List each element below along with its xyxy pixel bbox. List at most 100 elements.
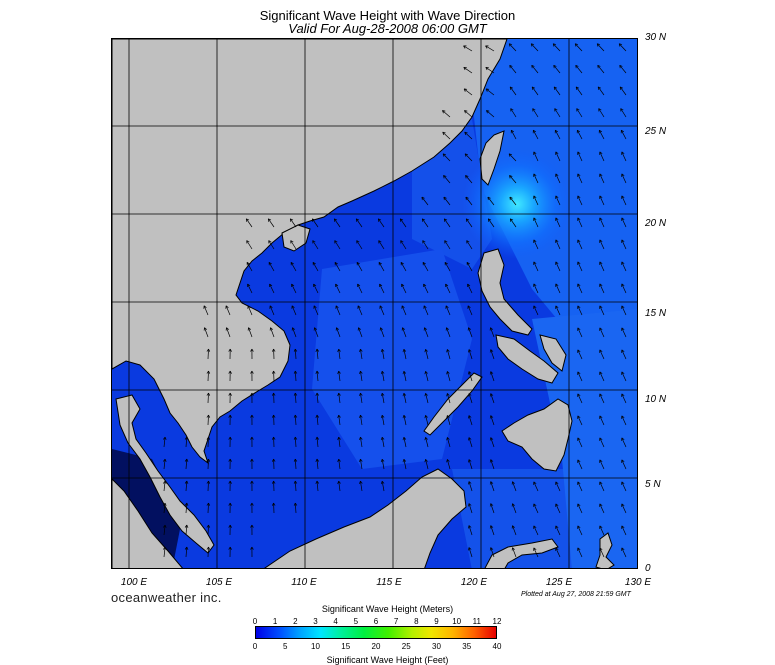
wave-arrow-head — [442, 110, 444, 114]
wave-arrow — [487, 196, 495, 206]
wave-arrow-head — [489, 415, 492, 419]
wave-arrow-head — [337, 414, 340, 419]
wave-arrow-head — [271, 458, 274, 462]
wave-arrow — [466, 262, 473, 272]
wave-arrow — [380, 327, 385, 338]
wave-arrow-head — [250, 502, 253, 506]
wave-arrow — [555, 195, 561, 206]
wave-arrow-head — [577, 195, 581, 198]
wave-arrow-head — [468, 349, 470, 353]
wave-arrow — [422, 262, 429, 272]
map-svg — [112, 39, 637, 568]
wave-arrow — [599, 173, 605, 184]
wave-arrow — [468, 437, 473, 448]
lon-label: 105 E — [205, 577, 233, 588]
wave-arrow — [555, 503, 561, 514]
legend-feet-tick: 35 — [462, 642, 472, 651]
wave-arrow — [485, 88, 495, 96]
wave-arrow-head — [338, 458, 341, 462]
wave-arrow — [381, 349, 385, 360]
wave-arrow — [508, 43, 517, 52]
wave-arrow — [621, 283, 627, 294]
wave-arrow — [533, 217, 539, 228]
wave-arrow-head — [530, 43, 533, 47]
wave-arrow-head — [423, 283, 427, 287]
wave-arrow-head — [468, 525, 470, 529]
legend-meters-tick: 6 — [373, 617, 379, 626]
wave-arrow — [554, 130, 561, 140]
wave-arrow — [598, 108, 605, 118]
wave-arrow — [203, 305, 209, 316]
wave-arrow-head — [490, 481, 494, 484]
wave-arrow-head — [509, 196, 513, 199]
wave-arrow — [316, 348, 319, 360]
wave-arrow — [621, 239, 627, 250]
wave-arrow — [533, 239, 539, 250]
wave-arrow-head — [356, 240, 360, 243]
wave-arrow — [510, 218, 517, 228]
wave-arrow-head — [360, 458, 363, 462]
wave-arrow — [621, 305, 627, 316]
wave-arrow — [356, 240, 363, 250]
wave-arrow-head — [464, 153, 467, 157]
wave-arrow-head — [273, 392, 276, 396]
wave-arrow-head — [290, 262, 294, 265]
wave-arrow — [207, 414, 209, 426]
wave-arrow-head — [357, 283, 361, 287]
wave-arrow-head — [468, 459, 470, 463]
wave-arrow — [554, 108, 561, 118]
wave-arrow-head — [251, 524, 254, 528]
wave-arrow — [425, 437, 429, 448]
wave-arrow — [465, 196, 473, 206]
wave-arrow — [597, 65, 605, 74]
wave-arrow-head — [555, 283, 559, 286]
wave-arrow-head — [290, 218, 294, 221]
wave-arrow — [512, 547, 517, 558]
wave-arrow — [423, 283, 429, 294]
wave-arrow-head — [447, 349, 450, 352]
wave-arrow-head — [359, 436, 361, 441]
wave-arrow-head — [619, 43, 623, 45]
wave-arrow — [444, 262, 451, 272]
wave-arrow — [621, 195, 627, 206]
wave-arrow-head — [533, 129, 536, 133]
wave-arrow — [599, 547, 605, 558]
wave-arrow — [599, 327, 605, 338]
wave-arrow — [577, 151, 583, 162]
wave-arrow — [533, 481, 539, 492]
wave-arrow-head — [356, 218, 360, 221]
wave-arrow-head — [599, 393, 603, 396]
wave-arrow — [185, 436, 188, 448]
wave-arrow — [294, 370, 297, 382]
legend-meters-tick: 7 — [393, 617, 399, 626]
wave-arrow-head — [508, 43, 511, 47]
legend-feet-tick: 30 — [432, 642, 441, 651]
wave-arrow — [533, 283, 539, 294]
wave-arrow-head — [574, 43, 577, 47]
wave-arrow-head — [512, 481, 515, 484]
wave-arrow-head — [271, 480, 274, 484]
wave-arrow — [338, 459, 341, 470]
wave-arrow-head — [268, 262, 272, 265]
wave-arrow-head — [338, 436, 341, 440]
wave-arrow-head — [273, 480, 276, 484]
land-hainan — [281, 224, 311, 252]
wave-arrow-head — [315, 348, 318, 352]
wave-arrow — [490, 547, 495, 558]
wave-arrow-head — [486, 110, 490, 112]
wave-arrow — [316, 480, 319, 492]
wave-arrow-head — [403, 436, 407, 440]
wave-arrow — [316, 458, 319, 470]
wave-arrow — [576, 130, 583, 140]
wave-arrow-head — [251, 436, 254, 440]
wave-arrow — [270, 327, 275, 338]
wave-arrow-head — [486, 88, 490, 90]
wave-arrow — [444, 240, 451, 250]
wave-arrow-head — [489, 437, 492, 441]
wave-arrow — [312, 240, 319, 250]
wave-arrow-head — [314, 327, 318, 330]
wave-arrow-head — [268, 240, 272, 243]
wave-arrow-head — [186, 524, 189, 528]
wave-arrow — [360, 415, 363, 426]
